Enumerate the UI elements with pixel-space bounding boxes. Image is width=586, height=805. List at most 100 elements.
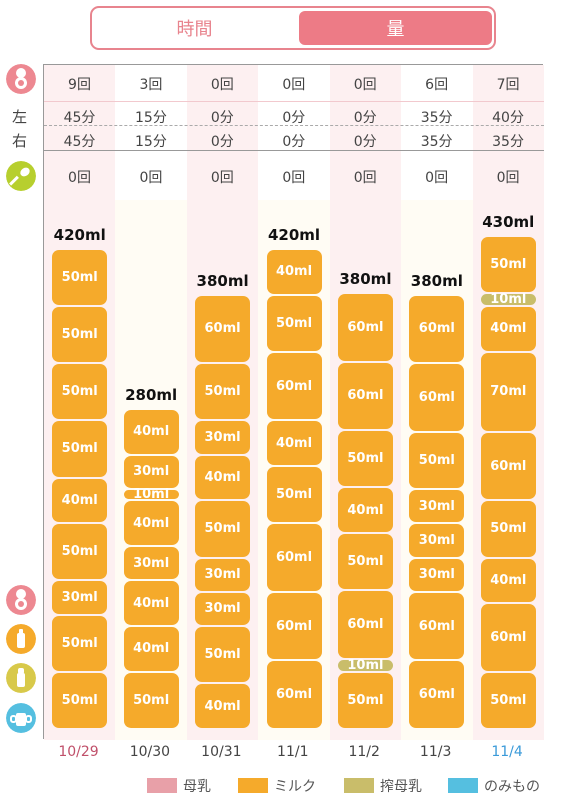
- bar-segment[interactable]: 40ml: [337, 488, 393, 533]
- bar-segment[interactable]: 30ml: [52, 581, 108, 614]
- bar-segment[interactable]: 40ml: [195, 684, 251, 728]
- feeding-grid: 9回 3回 0回 0回 0回 6回 7回 45分 15分 0分 0分 0分 35分 40分 45分 15分 0分…: [43, 64, 544, 740]
- bar-segment[interactable]: 30ml: [195, 592, 251, 626]
- date-tick-label[interactable]: 11/1: [277, 744, 309, 760]
- bar-segment[interactable]: 60ml: [266, 661, 322, 728]
- bar-segment[interactable]: 30ml: [123, 547, 179, 580]
- spoon-icon: [6, 161, 36, 191]
- day-column: [401, 65, 473, 200]
- bar-segment[interactable]: 50ml: [123, 672, 179, 728]
- bar-segment[interactable]: 50ml: [52, 364, 108, 420]
- date-tick-label[interactable]: 10/30: [129, 744, 171, 760]
- bar-segment[interactable]: 60ml: [337, 591, 393, 658]
- view-toggle: 時間 量: [90, 6, 496, 50]
- legend-label: のみもの: [484, 779, 540, 795]
- bar-segment[interactable]: 40ml: [52, 478, 108, 523]
- bar-segment[interactable]: 50ml: [52, 615, 108, 671]
- bar-segment[interactable]: 50ml: [52, 524, 108, 580]
- day-column: [186, 65, 259, 200]
- bar-segment[interactable]: 30ml: [195, 558, 251, 591]
- right-minutes-cell: 35分: [420, 134, 453, 150]
- daily-total-label: 420ml: [53, 225, 106, 244]
- left-minutes-cell: 0分: [282, 110, 306, 126]
- daily-total-label: 380ml: [410, 271, 463, 290]
- bar-segment[interactable]: 50ml: [337, 672, 393, 728]
- bar-segment[interactable]: 60ml: [337, 294, 393, 361]
- legend-label: ミルク: [274, 779, 316, 795]
- date-tick-label[interactable]: 10/31: [201, 744, 242, 760]
- bar-segment[interactable]: 40ml: [123, 501, 179, 546]
- food-count-cell: 0回: [210, 170, 234, 186]
- row-divider: [44, 150, 544, 151]
- bottle-icon: [6, 624, 36, 654]
- bar-segment[interactable]: 60ml: [480, 432, 536, 500]
- bar-segment[interactable]: 40ml: [480, 307, 536, 351]
- bar-segment[interactable]: 50ml: [337, 431, 393, 487]
- date-tick-label[interactable]: 11/4: [491, 744, 523, 760]
- bar-segment[interactable]: 60ml: [266, 524, 322, 591]
- bar-segment[interactable]: 30ml: [409, 524, 465, 557]
- bar-segment[interactable]: 60ml: [266, 592, 322, 660]
- bar-segment[interactable]: 50ml: [52, 672, 108, 728]
- left-minutes-cell: 0分: [353, 110, 377, 126]
- bar-segment[interactable]: 50ml: [52, 307, 108, 363]
- right-minutes-cell: 45分: [63, 134, 96, 150]
- bar-segment[interactable]: 60ml: [266, 352, 322, 420]
- bar-segment[interactable]: 30ml: [123, 455, 179, 488]
- left-minutes-cell: 0分: [210, 110, 234, 126]
- bar-segment[interactable]: 40ml: [123, 627, 179, 671]
- bar-segment[interactable]: 30ml: [409, 489, 465, 523]
- bar-segment[interactable]: 60ml: [195, 295, 251, 363]
- bar-segment[interactable]: 50ml: [266, 467, 322, 523]
- bar-segment[interactable]: 40ml: [480, 558, 536, 603]
- date-tick-label[interactable]: 11/2: [348, 744, 380, 760]
- legend-swatch: [238, 778, 268, 793]
- daily-total-label: 430ml: [482, 212, 535, 231]
- bar-segment[interactable]: 40ml: [266, 249, 322, 294]
- bar-segment[interactable]: 70ml: [480, 352, 536, 431]
- bar-segment[interactable]: 50ml: [195, 364, 251, 420]
- tab-amount[interactable]: 量: [299, 11, 492, 45]
- bar-segment[interactable]: 50ml: [195, 501, 251, 557]
- bar-segment[interactable]: 60ml: [409, 295, 465, 363]
- bar-segment[interactable]: 50ml: [52, 421, 108, 477]
- pump-bottle-icon: [6, 663, 36, 693]
- bar-segment[interactable]: 60ml: [480, 604, 536, 671]
- date-tick-label[interactable]: 11/3: [419, 744, 452, 760]
- day-column: [329, 65, 402, 200]
- bar-segment[interactable]: 40ml: [123, 409, 179, 454]
- bar-segment[interactable]: 60ml: [409, 592, 465, 660]
- bar-segment[interactable]: 50ml: [409, 432, 465, 488]
- right-minutes-cell: 35分: [492, 134, 524, 150]
- food-count-cell: 0回: [282, 170, 306, 186]
- daily-total-label: 420ml: [267, 225, 321, 244]
- bar-segment[interactable]: 10ml: [337, 658, 393, 673]
- bar-segment[interactable]: 60ml: [409, 661, 465, 728]
- bar-segment[interactable]: 50ml: [195, 627, 251, 683]
- daily-total-label: 380ml: [196, 271, 249, 290]
- row-divider: [44, 125, 544, 126]
- day-column: [44, 65, 116, 200]
- bar-segment[interactable]: 10ml: [123, 487, 179, 502]
- bar-segment[interactable]: 50ml: [266, 295, 322, 351]
- left-minutes-cell: 40分: [492, 110, 524, 126]
- bar-segment[interactable]: 50ml: [480, 501, 536, 557]
- bar-segment[interactable]: 50ml: [337, 534, 393, 590]
- bar-segment[interactable]: 40ml: [266, 421, 322, 466]
- bar-segment[interactable]: 60ml: [337, 362, 393, 430]
- bar-segment[interactable]: 50ml: [52, 249, 108, 306]
- bar-segment[interactable]: 40ml: [123, 581, 179, 626]
- legend-label: 搾母乳: [380, 779, 422, 795]
- right-minutes-cell: 0分: [282, 134, 306, 150]
- bar-segment[interactable]: 50ml: [480, 672, 536, 728]
- tab-time[interactable]: 時間: [176, 19, 213, 40]
- date-tick-label[interactable]: 10/29: [58, 744, 99, 760]
- left-minutes-cell: 15分: [135, 110, 167, 126]
- bar-segment[interactable]: 30ml: [409, 558, 465, 591]
- bar-segment[interactable]: 40ml: [195, 455, 251, 500]
- bar-segment[interactable]: 10ml: [480, 292, 536, 307]
- feed-count-cell: 0回: [210, 77, 234, 93]
- bar-segment[interactable]: 30ml: [195, 421, 251, 454]
- bar-segment[interactable]: 60ml: [409, 364, 465, 431]
- bar-segment[interactable]: 50ml: [480, 236, 536, 293]
